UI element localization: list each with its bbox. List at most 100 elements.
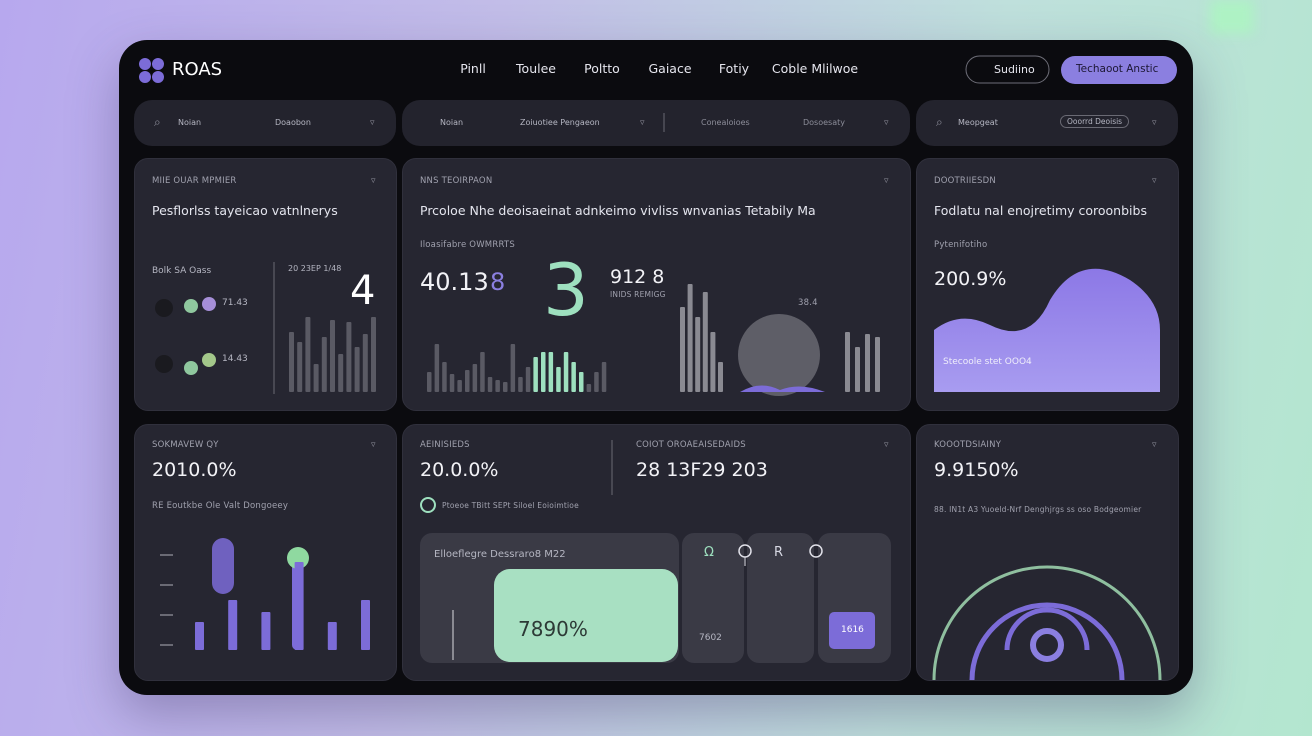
metric-accent: 8 (490, 268, 506, 296)
card-label: NNS TEOIRPAON (420, 176, 493, 186)
bar (548, 352, 554, 392)
filter-pill[interactable] (134, 100, 396, 146)
metric: 28 13F29 203 (636, 459, 768, 481)
bar (457, 380, 462, 392)
caret[interactable]: ▿ (1152, 118, 1157, 128)
caret[interactable]: ▿ (370, 118, 375, 128)
bar (297, 342, 303, 392)
bar (327, 622, 337, 650)
bar (338, 354, 344, 392)
metric: 9.9150% (934, 459, 1019, 481)
primary-button[interactable] (1061, 56, 1177, 84)
filter-label[interactable]: Conealoioes (701, 118, 750, 127)
nav-item[interactable]: Pinll (460, 61, 486, 76)
filter-pill[interactable] (916, 100, 1178, 146)
panel-title: Elloeflegre Dessraro8 M22 (434, 549, 566, 560)
tile (747, 533, 814, 663)
bar (228, 600, 238, 650)
nav-item[interactable]: Gaiace (648, 61, 692, 76)
tile-value: 1616 (841, 625, 864, 635)
search-icon[interactable]: ⌕ (154, 115, 161, 129)
bar (371, 317, 376, 392)
brand: ROAS (172, 59, 223, 80)
bar (718, 362, 723, 392)
bar (294, 562, 304, 650)
metric: 200.9% (934, 268, 1007, 290)
row-value: 14.43 (222, 354, 248, 364)
button-label[interactable]: Techaoot Anstic (1076, 63, 1159, 75)
button-label[interactable]: Sudiino (994, 63, 1035, 76)
bar (710, 332, 716, 392)
bar (354, 347, 360, 392)
filter-label[interactable]: Noian (178, 118, 202, 127)
bar (487, 377, 493, 392)
bar (261, 612, 271, 650)
filter-pill[interactable] (402, 100, 910, 146)
bar (289, 332, 294, 392)
bar (533, 357, 538, 392)
caret[interactable]: ▿ (371, 176, 376, 186)
bar (427, 372, 432, 392)
caret[interactable]: ▿ (640, 118, 645, 128)
card-label: MIIE OUAR MPMIER (152, 176, 237, 186)
card-subtitle: Pytenifotiho (934, 240, 988, 250)
filter-label[interactable]: Noian (440, 118, 464, 127)
caret[interactable]: ▿ (1152, 440, 1157, 450)
caret[interactable]: ▿ (1152, 176, 1157, 186)
bar (594, 372, 599, 392)
avatars (155, 297, 216, 375)
bar (563, 352, 569, 392)
date: 20 23EP 1/48 (288, 264, 342, 273)
nav-item[interactable]: Poltto (584, 61, 620, 76)
card-subtitle: Bolk SA Oass (152, 266, 212, 276)
nav-item[interactable]: Toulee (516, 61, 556, 76)
rings (932, 565, 1162, 681)
card-label: AEINISIEDS (420, 440, 470, 450)
card-subtitle: 88. IN1t A3 Yuoeld-Nrf Denghjrgs ss oso … (934, 505, 1142, 514)
tile-icon: R (774, 545, 784, 560)
bar (571, 362, 576, 392)
bar (195, 622, 204, 650)
bar (875, 337, 880, 392)
caret[interactable]: ▿ (884, 176, 889, 186)
filter-label[interactable]: Meopgeat (958, 118, 998, 127)
glow (1210, 0, 1254, 34)
bar (330, 320, 335, 392)
big-number: 4 (350, 268, 376, 314)
bar (362, 334, 368, 392)
bar (321, 337, 327, 392)
tile (682, 533, 744, 663)
nav-item[interactable]: Coble Mlilwoe (771, 61, 859, 76)
filter-label[interactable]: Doaobon (275, 118, 311, 127)
caret[interactable]: ▿ (371, 440, 376, 450)
bar (687, 284, 693, 392)
bar (480, 352, 485, 392)
outline-button[interactable] (965, 55, 1050, 84)
tile-icon: Ω (704, 545, 714, 560)
bar (855, 347, 860, 392)
bar (601, 362, 607, 392)
nav-item[interactable]: Fotiy (718, 61, 750, 76)
caret[interactable]: ▿ (884, 440, 889, 450)
pill-shape (212, 538, 234, 594)
logo (139, 58, 164, 83)
photo-circle (738, 314, 820, 396)
bar (525, 367, 531, 392)
bar (361, 600, 370, 650)
caret[interactable]: ▿ (884, 118, 889, 128)
pin (809, 544, 823, 558)
filter-chip[interactable]: Ooorrd Deoisis (1060, 115, 1130, 128)
bar (346, 322, 352, 392)
filter-label[interactable]: Zoiuotiee Pengaeon (520, 118, 600, 127)
blob (740, 385, 825, 392)
area-label: Stecoole stet OOO4 (943, 357, 1032, 367)
bar (518, 377, 523, 392)
card-label: COIOT OROAEAISEDAIDS (636, 440, 746, 450)
search-icon[interactable]: ⌕ (936, 115, 943, 129)
metric: 20.0.0% (420, 459, 499, 481)
filter-label[interactable]: Dosoesaty (803, 118, 845, 127)
bar (465, 370, 470, 392)
card-title: Prcoloe Nhe deoisaeinat adnkeimo vivliss… (420, 203, 816, 218)
